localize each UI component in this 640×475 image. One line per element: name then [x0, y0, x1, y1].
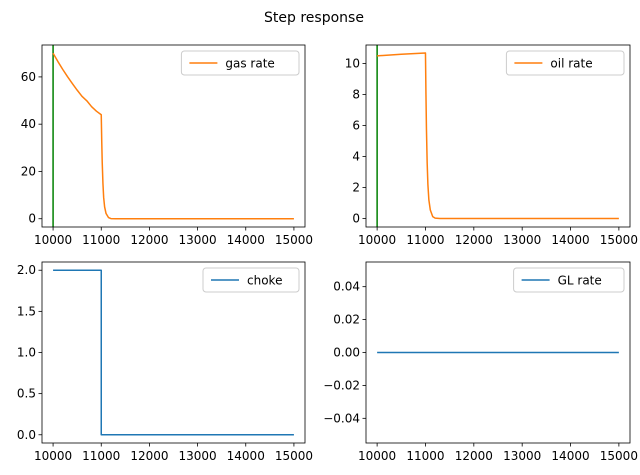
- y-tick-label: 2.0: [17, 263, 36, 277]
- x-tick-label: 11000: [82, 449, 120, 463]
- y-tick-label: 0: [28, 212, 36, 226]
- y-tick-label: 8: [352, 88, 360, 102]
- y-tick-label: 20: [21, 164, 36, 178]
- y-tick-label: 0: [352, 211, 360, 225]
- y-tick-label: 2: [352, 181, 360, 195]
- legend: GL rate: [513, 267, 625, 293]
- legend: gas rate: [180, 50, 300, 76]
- x-tick-label: 10000: [34, 449, 72, 463]
- x-tick-label: 14000: [551, 449, 589, 463]
- y-tick-label: 0.5: [17, 387, 36, 401]
- x-tick-label: 13000: [503, 233, 541, 247]
- legend-label: oil rate: [550, 57, 592, 71]
- y-tick-label: 40: [21, 117, 36, 131]
- y-tick-label: 1.0: [17, 346, 36, 360]
- y-tick-label: 0.02: [333, 313, 360, 327]
- x-tick-label: 12000: [455, 449, 493, 463]
- x-tick-label: 12000: [130, 449, 168, 463]
- oil-rate-plot: 10000 11000 12000 13000 14000 15000 0 2 4 6 8 10 oil…: [345, 44, 638, 247]
- y-tick-label: −0.04: [323, 411, 360, 425]
- axes-frame: [41, 44, 306, 228]
- series-line-choke: [53, 269, 294, 436]
- x-tick-label: 11000: [406, 233, 444, 247]
- legend: oil rate: [505, 50, 625, 76]
- x-tick-label: 14000: [227, 233, 265, 247]
- gl-rate-plot: 10000 11000 12000 13000 14000 15000 −0.04 −0.02…: [323, 261, 638, 463]
- x-tick-label: 15000: [275, 233, 313, 247]
- choke-plot: 10000 11000 12000 13000 14000 15000 0.0 0.5 1.0 1…: [17, 261, 313, 463]
- y-tick-label: 0.0: [17, 428, 36, 442]
- y-tick-label: 0.04: [333, 280, 360, 294]
- x-tick-label: 10000: [34, 233, 72, 247]
- x-tick-label: 10000: [358, 449, 396, 463]
- legend-box: [513, 267, 625, 293]
- gas-rate-plot: 10000 11000 12000 13000 14000 15000 0 20 40 60 gas…: [21, 44, 313, 247]
- y-tick-label: 4: [352, 150, 360, 164]
- legend-box: [505, 50, 625, 76]
- legend-label: choke: [247, 274, 282, 288]
- y-tick-label: 1.5: [17, 304, 36, 318]
- x-tick-label: 14000: [551, 233, 589, 247]
- legend-label: gas rate: [225, 57, 274, 71]
- legend-label: GL rate: [558, 274, 602, 288]
- x-tick-label: 12000: [130, 233, 168, 247]
- x-tick-label: 11000: [82, 233, 120, 247]
- series-line-gas-rate: [52, 52, 294, 220]
- series-line-oil-rate: [377, 52, 619, 220]
- y-tick-label: 60: [21, 70, 36, 84]
- legend-box: [202, 267, 300, 293]
- x-tick-label: 12000: [455, 233, 493, 247]
- x-tick-label: 11000: [406, 449, 444, 463]
- legend-box: [180, 50, 300, 76]
- legend: choke: [202, 267, 300, 293]
- x-tick-label: 15000: [600, 449, 638, 463]
- x-tick-label: 14000: [227, 449, 265, 463]
- x-tick-label: 15000: [275, 449, 313, 463]
- x-tick-label: 13000: [178, 449, 216, 463]
- y-tick-label: −0.02: [323, 378, 360, 392]
- y-tick-label: 0.00: [333, 346, 360, 360]
- figure-title: Step response: [264, 10, 364, 26]
- y-tick-label: 6: [352, 119, 360, 133]
- x-tick-label: 10000: [358, 233, 396, 247]
- x-tick-label: 13000: [178, 233, 216, 247]
- y-tick-label: 10: [345, 57, 360, 71]
- x-tick-label: 13000: [503, 449, 541, 463]
- x-tick-label: 15000: [600, 233, 638, 247]
- axes-frame: [365, 44, 631, 228]
